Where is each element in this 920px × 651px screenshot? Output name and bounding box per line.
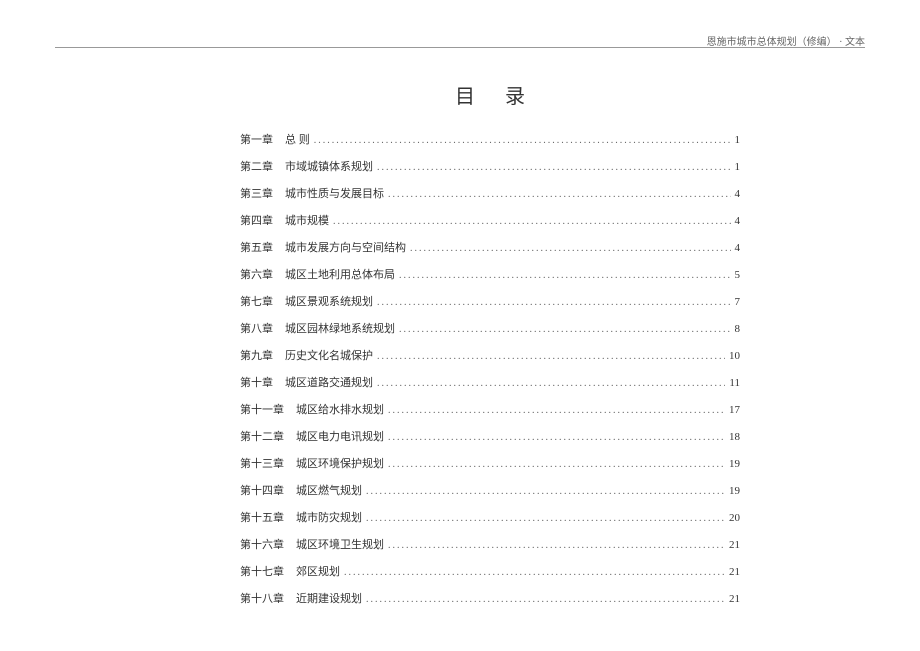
toc-chapter-label: 第九章 [240,347,273,363]
toc-chapter-label: 第十六章 [240,536,284,552]
toc-item: 第四章城市规模.................................… [240,212,740,228]
toc-entry-title: 城区道路交通规划 [285,374,373,390]
toc-item: 第十五章城市防灾规划..............................… [240,509,740,525]
toc-chapter-label: 第十二章 [240,428,284,444]
toc-item: 第三章城市性质与发展目标............................… [240,185,740,201]
toc-item: 第十三章城区环境保护规划............................… [240,455,740,471]
toc-entry-title: 城区环境保护规划 [296,455,384,471]
toc-page-number: 11 [729,377,740,389]
toc-list: 第一章总 则..................................… [240,131,740,606]
toc-chapter-label: 第五章 [240,239,273,255]
toc-chapter-label: 第十章 [240,374,273,390]
toc-page-number: 4 [735,215,741,227]
toc-page-number: 20 [729,512,740,524]
toc-page-number: 19 [729,458,740,470]
toc-leader-dots: ........................................… [314,135,731,146]
toc-entry-title: 城区电力电讯规划 [296,428,384,444]
toc-chapter-label: 第十七章 [240,563,284,579]
toc-page-number: 1 [735,134,741,146]
toc-entry-title: 历史文化名城保护 [285,347,373,363]
toc-item: 第十二章城区电力电讯规划............................… [240,428,740,444]
toc-page-number: 19 [729,485,740,497]
toc-leader-dots: ........................................… [388,189,731,200]
toc-entry-title: 城市性质与发展目标 [285,185,384,201]
toc-page-number: 10 [729,350,740,362]
toc-item: 第七章城区景观系统规划.............................… [240,293,740,309]
toc-entry-title: 城区给水排水规划 [296,401,384,417]
toc-chapter-label: 第四章 [240,212,273,228]
toc-title: 目录 [240,80,740,109]
toc-page-number: 17 [729,404,740,416]
toc-entry-title: 城市规模 [285,212,329,228]
content-area: 目录 第一章总 则...............................… [240,80,740,617]
toc-chapter-label: 第十三章 [240,455,284,471]
toc-entry-title: 总 则 [285,131,310,147]
toc-entry-title: 城区景观系统规划 [285,293,373,309]
toc-entry-title: 市域城镇体系规划 [285,158,373,174]
toc-entry-title: 近期建设规划 [296,590,362,606]
toc-page-number: 8 [735,323,741,335]
toc-leader-dots: ........................................… [366,594,725,605]
toc-leader-dots: ........................................… [410,243,731,254]
toc-chapter-label: 第十四章 [240,482,284,498]
toc-entry-title: 城区燃气规划 [296,482,362,498]
toc-leader-dots: ........................................… [399,324,731,335]
toc-item: 第十七章郊区规划................................… [240,563,740,579]
toc-entry-title: 城市发展方向与空间结构 [285,239,406,255]
toc-item: 第十章城区道路交通规划.............................… [240,374,740,390]
toc-item: 第十六章城区环境卫生规划............................… [240,536,740,552]
toc-leader-dots: ........................................… [366,513,725,524]
toc-page-number: 7 [735,296,741,308]
toc-entry-title: 城市防灾规划 [296,509,362,525]
toc-chapter-label: 第二章 [240,158,273,174]
toc-leader-dots: ........................................… [388,540,725,551]
toc-item: 第二章市域城镇体系规划.............................… [240,158,740,174]
toc-item: 第一章总 则..................................… [240,131,740,147]
toc-item: 第八章城区园林绿地系统规划...........................… [240,320,740,336]
toc-leader-dots: ........................................… [377,297,731,308]
toc-leader-dots: ........................................… [399,270,731,281]
toc-chapter-label: 第一章 [240,131,273,147]
toc-page-number: 5 [735,269,741,281]
toc-item: 第六章城区土地利用总体布局...........................… [240,266,740,282]
header-text: 恩施市城市总体规划（修编） · 文本 [707,33,865,48]
toc-entry-title: 城区土地利用总体布局 [285,266,395,282]
toc-leader-dots: ........................................… [377,351,725,362]
toc-chapter-label: 第八章 [240,320,273,336]
toc-item: 第十四章城区燃气规划..............................… [240,482,740,498]
toc-entry-title: 城区环境卫生规划 [296,536,384,552]
toc-page-number: 21 [729,539,740,551]
toc-leader-dots: ........................................… [344,567,725,578]
toc-chapter-label: 第十八章 [240,590,284,606]
toc-leader-dots: ........................................… [333,216,731,227]
toc-chapter-label: 第六章 [240,266,273,282]
toc-chapter-label: 第十一章 [240,401,284,417]
toc-item: 第五章城市发展方向与空间结构..........................… [240,239,740,255]
toc-leader-dots: ........................................… [366,486,725,497]
toc-leader-dots: ........................................… [388,432,725,443]
toc-leader-dots: ........................................… [377,162,731,173]
toc-page-number: 21 [729,566,740,578]
toc-chapter-label: 第三章 [240,185,273,201]
toc-item: 第九章历史文化名城保护.............................… [240,347,740,363]
toc-entry-title: 城区园林绿地系统规划 [285,320,395,336]
toc-leader-dots: ........................................… [388,405,725,416]
toc-item: 第十八章近期建设规划..............................… [240,590,740,606]
toc-item: 第十一章城区给水排水规划............................… [240,401,740,417]
toc-leader-dots: ........................................… [388,459,725,470]
toc-chapter-label: 第十五章 [240,509,284,525]
toc-page-number: 1 [735,161,741,173]
toc-entry-title: 郊区规划 [296,563,340,579]
toc-page-number: 4 [735,188,741,200]
toc-leader-dots: ........................................… [377,378,725,389]
toc-page-number: 4 [735,242,741,254]
toc-page-number: 18 [729,431,740,443]
toc-page-number: 21 [729,593,740,605]
header-line [55,47,865,48]
toc-chapter-label: 第七章 [240,293,273,309]
